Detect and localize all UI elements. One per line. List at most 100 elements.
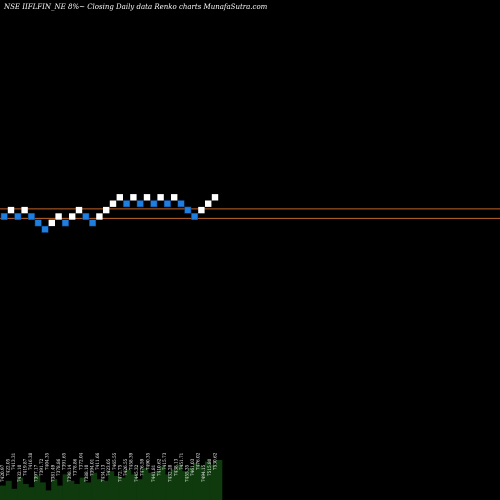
volume-bar-5 [28, 487, 35, 500]
down-brick-4 [27, 213, 35, 220]
volume-bar-36 [204, 461, 211, 500]
price-label-21: 7472.75 [117, 464, 122, 482]
volume-bar-37 [210, 464, 217, 500]
volume-bar-14 [79, 477, 86, 500]
price-label-14: 7372.04 [78, 452, 83, 470]
volume-bar-28 [159, 466, 166, 500]
price-label-9: 7381.49 [50, 464, 55, 482]
volume-bar-22 [125, 469, 132, 500]
up-brick-19 [130, 194, 137, 201]
volume-bar-15 [85, 482, 92, 500]
volume-bar-3 [17, 477, 24, 500]
up-brick-7 [48, 219, 55, 227]
up-brick-15 [103, 206, 110, 214]
volume-bar-27 [153, 471, 160, 500]
price-label-8: 7404.35 [45, 452, 50, 470]
down-brick-24 [163, 200, 171, 208]
price-label-18: 7434.13 [101, 464, 106, 482]
up-brick-10 [69, 213, 76, 220]
volume-bar-25 [142, 468, 149, 500]
volume-bar-11 [62, 474, 69, 500]
price-label-0: 7420.97 [0, 464, 5, 482]
down-brick-26 [177, 200, 185, 208]
price-label-38: 7530.62 [212, 452, 217, 470]
volume-bar-33 [187, 468, 194, 500]
volume-bar-18 [102, 480, 109, 500]
price-label-4: 7419.87 [22, 458, 27, 476]
volume-bar-30 [170, 469, 177, 500]
price-label-26: 7490.35 [145, 452, 150, 470]
volume-bar-13 [74, 484, 80, 500]
up-brick-29 [198, 206, 205, 214]
price-label-34: 7461.03 [190, 458, 195, 476]
volume-bar-2 [11, 488, 18, 500]
up-brick-14 [96, 213, 103, 220]
price-label-37: 7515.80 [207, 458, 212, 476]
down-brick-0 [0, 213, 8, 220]
price-label-27: 7441.81 [151, 464, 156, 482]
volume-bar-6 [34, 476, 41, 500]
down-brick-12 [82, 213, 90, 220]
price-label-2: 7413.31 [11, 452, 16, 470]
volume-bar-21 [119, 477, 126, 500]
renko-bricks [0, 194, 219, 233]
volume-bar-4 [22, 484, 29, 500]
up-brick-1 [7, 206, 15, 214]
price-label-19: 7423.05 [106, 458, 111, 476]
up-brick-23 [157, 194, 164, 201]
volume-area [0, 460, 223, 500]
price-label-16: 7394.01 [89, 458, 94, 476]
up-brick-8 [55, 213, 62, 220]
down-brick-20 [136, 200, 144, 208]
price-label-32: 7451.71 [179, 452, 184, 470]
price-label-24: 7445.32 [134, 464, 139, 482]
up-brick-30 [205, 200, 212, 207]
down-brick-27 [184, 206, 192, 214]
up-brick-3 [21, 206, 28, 214]
volume-bar-16 [91, 472, 98, 500]
price-label-15: 7388.10 [84, 464, 89, 482]
price-label-20: 7465.55 [112, 452, 117, 470]
volume-bar-38 [216, 460, 223, 500]
up-brick-31 [211, 194, 219, 201]
volume-bar-35 [199, 466, 206, 500]
down-brick-18 [123, 200, 131, 208]
down-brick-5 [34, 219, 42, 227]
down-brick-9 [61, 219, 69, 227]
up-brick-11 [75, 206, 83, 214]
price-label-17: 7411.66 [95, 452, 100, 470]
volume-bar-23 [130, 474, 137, 500]
price-label-29: 7415.73 [162, 452, 167, 470]
price-label-5: 7416.38 [28, 452, 33, 470]
volume-bar-17 [96, 479, 103, 500]
volume-bar-10 [56, 485, 63, 500]
down-brick-13 [89, 219, 97, 227]
volume-bar-24 [136, 479, 143, 500]
price-label-7: 7391.72 [39, 458, 44, 476]
volume-bar-20 [113, 476, 120, 500]
price-label-10: 7378.86 [56, 458, 61, 476]
price-label-12: 7398.14 [67, 464, 72, 482]
price-label-6: 7397.17 [34, 464, 39, 482]
volume-bar-12 [68, 480, 75, 500]
volume-bar-0 [0, 485, 6, 500]
price-label-30: 7432.28 [168, 464, 173, 482]
price-label-13: 7378.86 [73, 458, 78, 476]
volume-bar-31 [176, 464, 183, 500]
volume-bar-26 [148, 472, 154, 500]
price-label-1: 7422.05 [6, 458, 11, 476]
up-brick-16 [109, 200, 117, 207]
price-label-31: 7438.13 [173, 458, 178, 476]
up-brick-17 [116, 194, 123, 201]
price-label-36: 7494.15 [201, 464, 206, 482]
price-label-3: 7432.10 [17, 464, 22, 482]
volume-bar-8 [45, 490, 52, 500]
volume-bar-1 [5, 480, 12, 500]
chart-title: NSE IIFLFIN_NE 8%~ Closing Daily data Re… [3, 3, 268, 11]
volume-bar-34 [193, 463, 200, 500]
down-brick-6 [41, 225, 49, 233]
volume-bar-9 [51, 479, 58, 500]
